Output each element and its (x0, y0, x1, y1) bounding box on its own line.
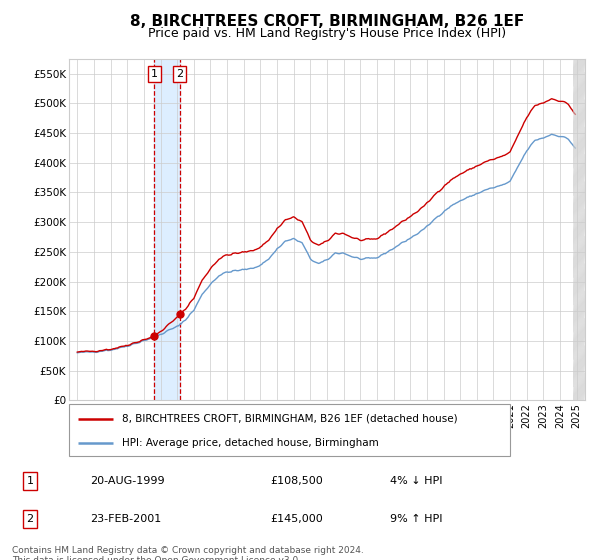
Text: 8, BIRCHTREES CROFT, BIRMINGHAM, B26 1EF: 8, BIRCHTREES CROFT, BIRMINGHAM, B26 1EF (130, 14, 524, 29)
Text: 2: 2 (26, 514, 34, 524)
Text: 1: 1 (26, 476, 34, 486)
Text: 9% ↑ HPI: 9% ↑ HPI (390, 514, 443, 524)
Text: £145,000: £145,000 (270, 514, 323, 524)
Bar (154, 59, 179, 400)
Text: Price paid vs. HM Land Registry's House Price Index (HPI): Price paid vs. HM Land Registry's House … (148, 27, 506, 40)
Text: 20-AUG-1999: 20-AUG-1999 (90, 476, 164, 486)
Text: 4% ↓ HPI: 4% ↓ HPI (390, 476, 443, 486)
Text: 1: 1 (151, 69, 158, 79)
Text: Contains HM Land Registry data © Crown copyright and database right 2024.
This d: Contains HM Land Registry data © Crown c… (12, 546, 364, 560)
Text: 8, BIRCHTREES CROFT, BIRMINGHAM, B26 1EF (detached house): 8, BIRCHTREES CROFT, BIRMINGHAM, B26 1EF… (122, 414, 458, 424)
FancyBboxPatch shape (69, 404, 510, 456)
Text: 2: 2 (176, 69, 183, 79)
Text: HPI: Average price, detached house, Birmingham: HPI: Average price, detached house, Birm… (122, 438, 379, 449)
Text: £108,500: £108,500 (270, 476, 323, 486)
Text: 23-FEB-2001: 23-FEB-2001 (90, 514, 161, 524)
